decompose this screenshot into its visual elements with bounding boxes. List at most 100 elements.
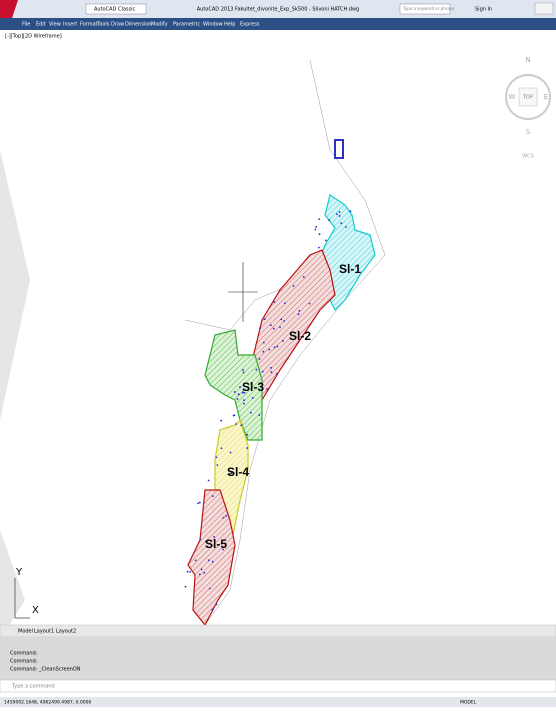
window-title: AutoCAD 2013 Fakultet_divonite_Exp_Sk500… [197,7,359,13]
model-space[interactable]: MODEL [460,700,477,706]
menu-item[interactable]: View [49,22,61,28]
survey-point [220,419,223,422]
command-history [0,637,556,680]
layout-tab[interactable]: Model [18,629,33,635]
coordinates: 1459002.1648, 4962499.4987, 0.0000 [4,700,91,706]
survey-point [345,226,347,228]
menu-item[interactable]: Modify [151,22,168,28]
survey-point [335,213,338,216]
menu-item[interactable]: Express [240,22,260,28]
survey-point [240,424,243,427]
viewcube[interactable] [518,87,538,107]
parcel-outline [204,59,386,626]
sign-in[interactable]: Sign In [475,7,492,13]
menu-item[interactable]: Help [224,22,235,28]
menu-item[interactable]: Window [203,22,223,28]
survey-point [222,516,225,519]
viewcube-east[interactable]: E [544,93,548,101]
survey-point [272,327,275,330]
survey-point [308,302,311,305]
survey-point [246,433,249,436]
survey-point [273,346,276,349]
survey-point [197,502,200,505]
menu-item[interactable]: Dimension [125,22,152,28]
survey-point [242,371,245,374]
ucs-y: Y [15,567,23,578]
layout-tab[interactable]: Layout2 [56,629,76,635]
survey-point [184,585,187,588]
zone-label: Sl-3 [242,380,264,394]
survey-point [318,233,321,236]
layout-tab[interactable]: Layout1 [34,629,54,635]
viewport-label: [-][Top][2D Wireframe] [5,34,62,40]
history-line: Command: _CleanScreenON [10,667,81,673]
menu-item[interactable]: File [22,22,30,28]
status-bar [0,697,556,707]
search-box[interactable] [399,3,451,15]
survey-point [325,239,327,242]
survey-point [243,402,245,405]
survey-point [198,501,201,504]
menu-item[interactable]: Parametric [173,22,200,28]
survey-point [315,226,318,228]
zone-label: Sl-5 [205,537,227,551]
survey-point [243,391,246,394]
survey-point [208,587,211,590]
survey-point [235,423,237,425]
survey-point [233,391,236,393]
building [334,139,344,159]
survey-point [200,568,203,571]
workspace-dropdown[interactable] [85,3,147,15]
app-logo[interactable] [0,0,18,18]
survey-point [258,358,261,360]
menu-item[interactable]: Edit [36,22,46,28]
menu-item[interactable]: Tools [96,22,110,28]
menu-item[interactable]: Format [80,22,98,28]
survey-point [338,211,341,213]
command-line[interactable] [0,679,556,693]
survey-point [204,540,207,543]
survey-point [211,495,214,497]
search-placeholder: Type a keyword or phrase [402,6,455,11]
viewcube-south[interactable]: S [526,128,531,136]
command-prompt[interactable]: Type a command [11,684,55,690]
survey-point [215,456,218,459]
viewcube-top[interactable]: TOP [522,95,533,101]
survey-point [266,388,268,390]
viewcube-north[interactable]: N [525,56,530,64]
survey-point [216,464,219,466]
window-controls[interactable] [534,2,554,15]
viewcube-ring[interactable] [505,74,551,120]
survey-point [229,451,232,454]
survey-point [211,608,214,611]
survey-point [236,398,239,400]
menu-item[interactable]: Insert [63,22,77,28]
survey-point [255,368,258,371]
survey-point [283,320,285,322]
decor [0,530,25,640]
workspace: AutoCAD Classic [94,7,136,13]
survey-point [220,447,223,450]
survey-point [194,559,197,562]
survey-point [207,559,210,562]
viewcube-west[interactable]: W [509,93,516,101]
parcel-outline [184,284,291,331]
survey-point [270,366,272,369]
survey-point [203,572,206,574]
survey-point [243,399,245,402]
survey-point [259,327,262,330]
zone-5 [187,489,236,627]
ucs-x: X [32,605,39,616]
survey-point [258,414,261,416]
survey-point [263,318,266,320]
survey-point [225,515,228,517]
survey-point [338,215,341,217]
menu-item[interactable]: Draw [111,22,124,28]
survey-point [298,310,301,312]
zone-3 [204,329,263,441]
survey-point [268,348,271,351]
wcs-menu[interactable]: WCS [522,154,534,160]
survey-point [213,536,215,538]
survey-point [297,313,300,316]
